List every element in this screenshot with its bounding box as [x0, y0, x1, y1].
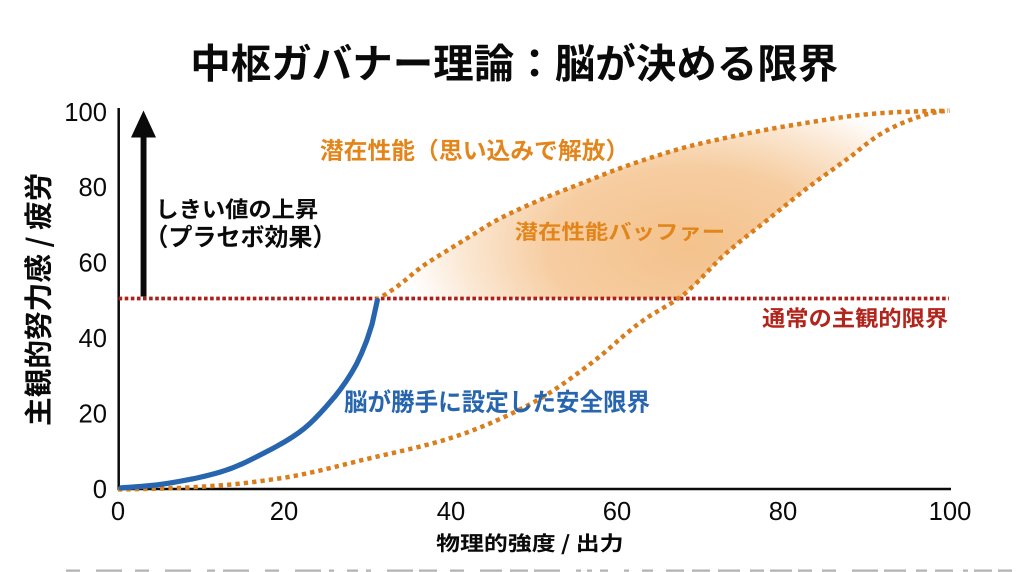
svg-text:100: 100 [64, 99, 107, 127]
svg-text:0: 0 [93, 476, 107, 504]
svg-text:20: 20 [79, 400, 107, 428]
svg-text:60: 60 [79, 250, 107, 278]
svg-text:40: 40 [79, 325, 107, 353]
svg-text:100: 100 [929, 498, 972, 526]
svg-text:40: 40 [437, 498, 465, 526]
svg-text:80: 80 [79, 174, 107, 202]
svg-text:60: 60 [603, 498, 631, 526]
svg-text:0: 0 [111, 498, 125, 526]
svg-text:80: 80 [769, 498, 797, 526]
svg-text:20: 20 [270, 498, 298, 526]
